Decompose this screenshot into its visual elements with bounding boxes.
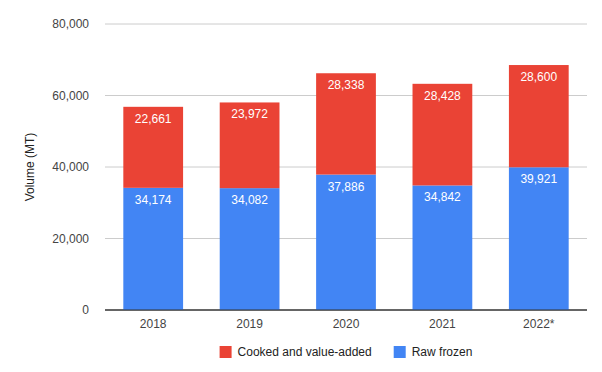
legend-label: Raw frozen [412, 345, 473, 359]
y-axis-title: Volume (MT) [23, 133, 37, 202]
bar-segment [413, 185, 473, 310]
x-tick-label: 2020 [333, 317, 360, 331]
chart-container: 0 20,000 40,000 60,000 80,000 Volume (MT) 34,1… [0, 0, 602, 372]
data-label: 23,972 [231, 107, 268, 121]
legend: Cooked and value-added Raw frozen [220, 345, 473, 359]
grid-line [105, 310, 587, 311]
data-label: 34,082 [231, 193, 268, 207]
data-label: 28,338 [328, 78, 365, 92]
legend-label: Cooked and value-added [238, 345, 372, 359]
chart-svg: 0 20,000 40,000 60,000 80,000 Volume (MT) 34,1… [0, 0, 602, 372]
bars [123, 65, 568, 310]
data-label: 28,428 [424, 89, 461, 103]
baseline [105, 310, 587, 311]
legend-swatch [394, 346, 406, 358]
y-tick-label: 20,000 [52, 232, 89, 246]
y-tick-label: 60,000 [52, 89, 89, 103]
data-label: 34,174 [135, 193, 172, 207]
data-labels: 34,174 34,082 37,886 34,842 39,921 22,661 23,9… [135, 70, 558, 207]
bar-segment [509, 167, 569, 310]
x-tick-label: 2019 [236, 317, 263, 331]
bar-segment [220, 188, 280, 310]
data-label: 28,600 [520, 70, 557, 84]
bar-segment [509, 65, 569, 167]
x-tick-label: 2018 [140, 317, 167, 331]
bar-segment [413, 84, 473, 186]
y-tick-label: 0 [82, 303, 89, 317]
bar-segment [316, 73, 376, 174]
legend-swatch [220, 346, 232, 358]
y-tick-label: 80,000 [52, 17, 89, 31]
data-label: 37,886 [328, 180, 365, 194]
bar-segment [220, 102, 280, 188]
bar-segment [123, 107, 183, 188]
bar-segment [123, 188, 183, 310]
y-tick-label: 40,000 [52, 160, 89, 174]
x-tick-label: 2021 [429, 317, 456, 331]
bar-segment [316, 175, 376, 310]
x-tick-label: 2022* [523, 317, 555, 331]
data-label: 34,842 [424, 190, 461, 204]
grid [105, 24, 587, 310]
data-label: 22,661 [135, 112, 172, 126]
grid-line [105, 24, 587, 25]
data-label: 39,921 [520, 172, 557, 186]
